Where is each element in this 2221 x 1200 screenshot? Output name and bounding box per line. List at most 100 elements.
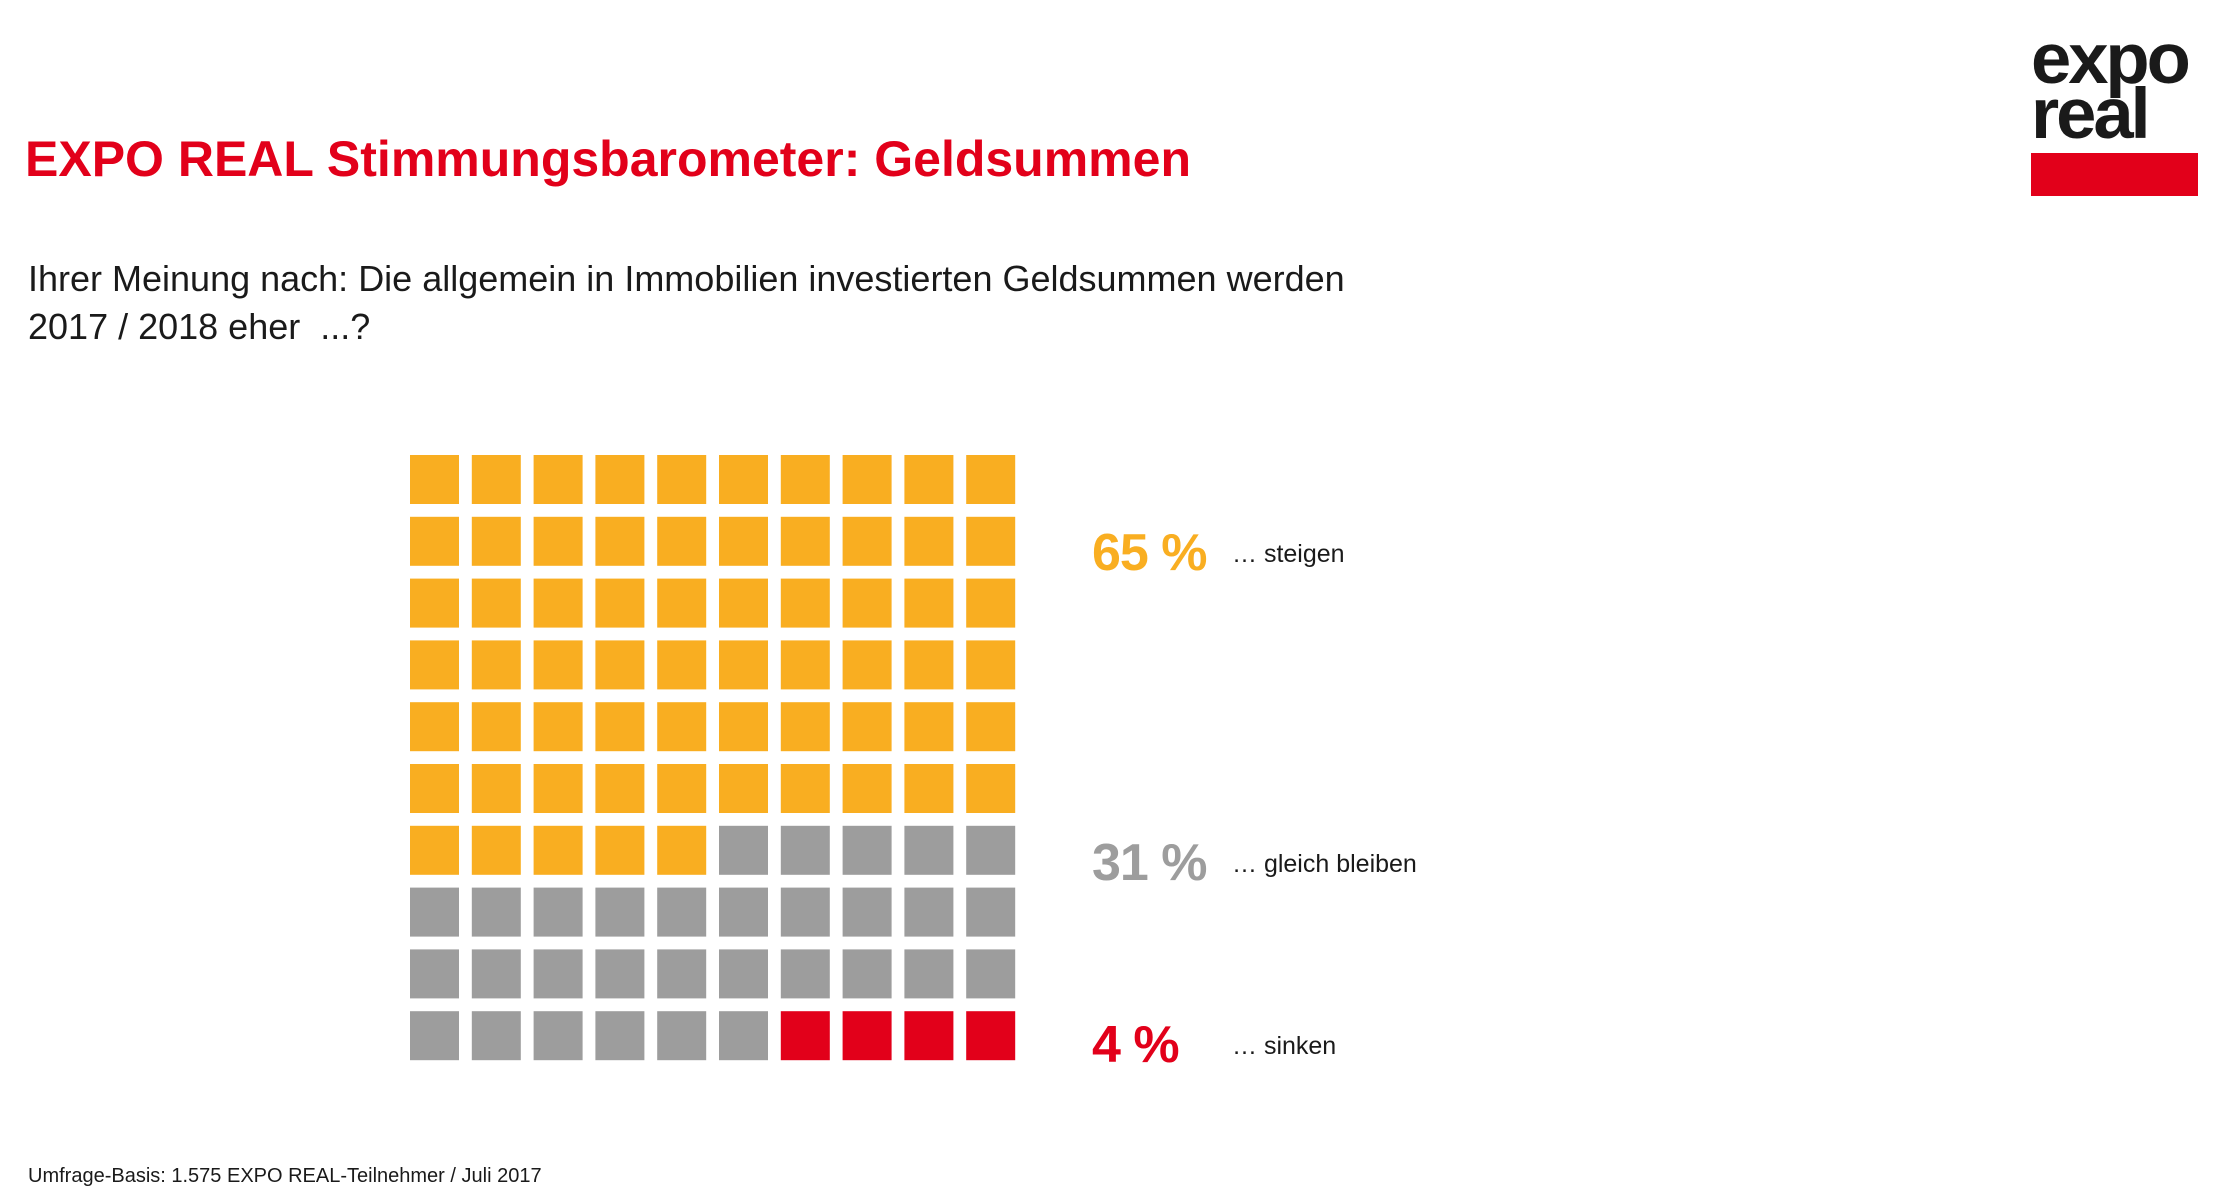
waffle-cell-30 xyxy=(966,578,1016,628)
waffle-cell-94 xyxy=(595,1011,645,1061)
waffle-cell-96 xyxy=(719,1011,768,1061)
waffle-cell-14 xyxy=(595,516,645,566)
waffle-cell-79 xyxy=(904,887,954,937)
waffle-cell-37 xyxy=(780,640,830,690)
legend-label-gleich-bleiben: … gleich bleiben xyxy=(1232,850,1417,878)
waffle-cell-57 xyxy=(780,764,830,813)
waffle-cell-7 xyxy=(780,455,830,504)
waffle-cell-87 xyxy=(780,949,830,999)
waffle-cell-70 xyxy=(966,825,1016,875)
legend-value-gleich-bleiben: 31 % xyxy=(1092,834,1208,892)
waffle-cell-68 xyxy=(842,825,892,875)
waffle-cell-95 xyxy=(657,1011,707,1061)
waffle-cell-74 xyxy=(595,887,645,937)
waffle-cell-44 xyxy=(595,702,645,752)
waffle-cell-16 xyxy=(719,516,768,566)
waffle-cell-64 xyxy=(595,825,645,875)
waffle-cell-27 xyxy=(780,578,830,628)
waffle-cell-89 xyxy=(904,949,954,999)
waffle-cell-83 xyxy=(533,949,583,999)
waffle-cell-100 xyxy=(966,1011,1016,1061)
waffle-cell-32 xyxy=(471,640,521,690)
waffle-cell-39 xyxy=(904,640,954,690)
waffle-cell-80 xyxy=(966,887,1016,937)
waffle-cell-92 xyxy=(471,1011,521,1061)
waffle-cell-45 xyxy=(657,702,707,752)
waffle-cell-91 xyxy=(410,1011,459,1061)
waffle-cell-22 xyxy=(471,578,521,628)
waffle-cell-60 xyxy=(966,764,1016,813)
waffle-cell-12 xyxy=(471,516,521,566)
waffle-cell-21 xyxy=(410,578,459,628)
waffle-cell-55 xyxy=(657,764,707,813)
waffle-cell-84 xyxy=(595,949,645,999)
waffle-cell-78 xyxy=(842,887,892,937)
waffle-cell-97 xyxy=(780,1011,830,1061)
waffle-cell-29 xyxy=(904,578,954,628)
waffle-cell-63 xyxy=(533,825,583,875)
legend-label-steigen: … steigen xyxy=(1232,540,1345,568)
waffle-cell-20 xyxy=(966,516,1016,566)
legend-value-sinken: 4 % xyxy=(1092,1016,1180,1074)
logo-word-expo: expo xyxy=(2031,20,2191,99)
waffle-cell-93 xyxy=(533,1011,583,1061)
waffle-cell-66 xyxy=(719,825,768,875)
waffle-cell-41 xyxy=(410,702,459,752)
waffle-cell-76 xyxy=(719,887,768,937)
waffle-cell-42 xyxy=(471,702,521,752)
waffle-cell-33 xyxy=(533,640,583,690)
logo-word-real: real xyxy=(2031,75,2151,154)
waffle-cell-15 xyxy=(657,516,707,566)
waffle-cell-72 xyxy=(471,887,521,937)
waffle-cell-58 xyxy=(842,764,892,813)
legend-label-sinken: … sinken xyxy=(1232,1032,1337,1060)
survey-source-note: Umfrage-Basis: 1.575 EXPO REAL-Teilnehme… xyxy=(28,1165,542,1187)
waffle-cell-26 xyxy=(719,578,768,628)
waffle-cell-54 xyxy=(595,764,645,813)
waffle-cell-1 xyxy=(410,455,459,504)
waffle-cell-59 xyxy=(904,764,954,813)
waffle-cell-40 xyxy=(966,640,1016,690)
logo-red-bar xyxy=(2031,153,2198,196)
waffle-cell-65 xyxy=(657,825,707,875)
waffle-cell-75 xyxy=(657,887,707,937)
waffle-cell-5 xyxy=(657,455,707,504)
waffle-cell-88 xyxy=(842,949,892,999)
waffle-cell-99 xyxy=(904,1011,954,1061)
waffle-cell-38 xyxy=(842,640,892,690)
waffle-cell-69 xyxy=(904,825,954,875)
waffle-cell-46 xyxy=(719,702,768,752)
waffle-cell-19 xyxy=(904,516,954,566)
waffle-cell-85 xyxy=(657,949,707,999)
question-line-2: 2017 / 2018 eher ...? xyxy=(28,306,371,347)
waffle-cell-24 xyxy=(595,578,645,628)
waffle-cell-31 xyxy=(410,640,459,690)
waffle-cell-25 xyxy=(657,578,707,628)
waffle-cell-35 xyxy=(657,640,707,690)
legend-value-steigen: 65 % xyxy=(1092,524,1208,582)
waffle-cell-11 xyxy=(410,516,459,566)
page-title: EXPO REAL Stimmungsbarometer: Geldsummen xyxy=(25,131,1191,187)
waffle-cell-51 xyxy=(410,764,459,813)
waffle-cell-3 xyxy=(533,455,583,504)
waffle-cell-6 xyxy=(719,455,768,504)
waffle-cell-13 xyxy=(533,516,583,566)
waffle-cell-62 xyxy=(471,825,521,875)
waffle-cell-4 xyxy=(595,455,645,504)
waffle-cell-98 xyxy=(842,1011,892,1061)
waffle-cell-36 xyxy=(719,640,768,690)
waffle-cell-90 xyxy=(966,949,1016,999)
waffle-cell-17 xyxy=(780,516,830,566)
waffle-cell-18 xyxy=(842,516,892,566)
waffle-cell-28 xyxy=(842,578,892,628)
waffle-cell-86 xyxy=(719,949,768,999)
expo-real-logo: expo real xyxy=(2031,20,2198,196)
waffle-cell-43 xyxy=(533,702,583,752)
waffle-cell-71 xyxy=(410,887,459,937)
waffle-cell-67 xyxy=(780,825,830,875)
waffle-cell-9 xyxy=(904,455,954,504)
survey-question: Ihrer Meinung nach: Die allgemein in Imm… xyxy=(28,255,1528,351)
waffle-cell-53 xyxy=(533,764,583,813)
waffle-cell-50 xyxy=(966,702,1016,752)
